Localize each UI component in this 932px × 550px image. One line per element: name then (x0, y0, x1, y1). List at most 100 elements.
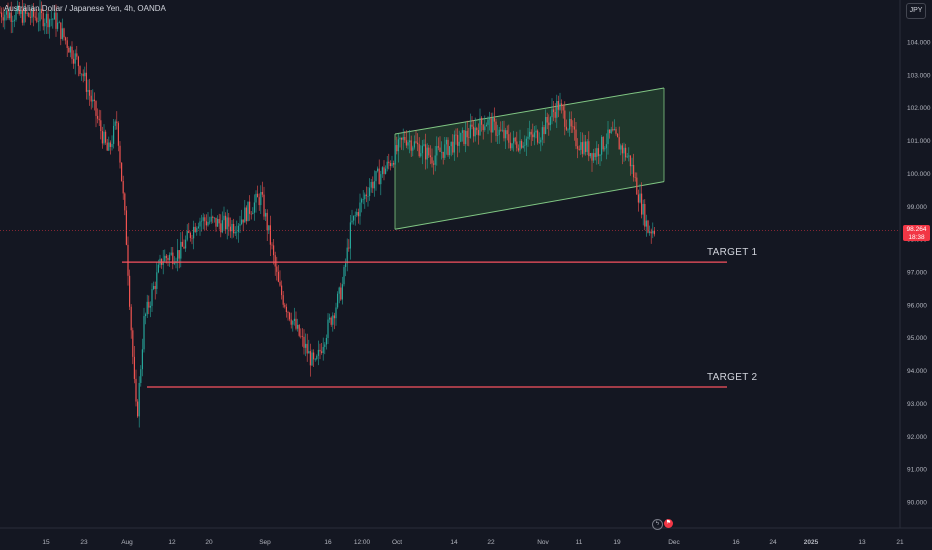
candle-body (221, 220, 223, 233)
candle-body (575, 129, 577, 147)
candle-body (642, 204, 644, 215)
candle-body (511, 143, 513, 149)
target-lines[interactable] (122, 261, 727, 388)
candle-body (333, 315, 335, 319)
candle-body (305, 343, 307, 348)
candle-body (236, 231, 238, 233)
candle-body (423, 144, 425, 146)
candle-body (103, 131, 105, 144)
candle-body (490, 118, 492, 133)
candle-body (429, 155, 431, 158)
symbol-title[interactable]: Australian Dollar / Japanese Yen, 4h, OA… (4, 4, 166, 13)
candle-body (385, 168, 387, 174)
price-tick-label: 104.000 (907, 40, 931, 47)
candle-body (562, 106, 564, 111)
target-1-label[interactable]: TARGET 1 (707, 247, 758, 258)
time-tick-label: 24 (769, 539, 777, 546)
candle-body (5, 10, 7, 15)
candle-body (322, 346, 324, 353)
time-tick-label: Dec (668, 539, 680, 546)
candle-body (529, 131, 531, 137)
candle-body (309, 351, 311, 366)
candle-body (351, 220, 353, 223)
candle-body (417, 142, 419, 145)
candle-body (281, 285, 283, 296)
candle-body (237, 225, 239, 232)
candle-body (626, 156, 628, 158)
price-tick-label: 97.000 (907, 270, 927, 277)
ascending-channel[interactable] (394, 87, 665, 230)
candle-body (55, 12, 57, 29)
candle-body (100, 120, 102, 132)
candle-body (540, 139, 542, 143)
candle-body (98, 118, 100, 121)
candle-body (154, 285, 156, 289)
candle-body (556, 100, 558, 118)
flag-icon[interactable]: ⚑ (664, 519, 673, 528)
candle-body (610, 129, 612, 134)
candle-body (345, 263, 347, 267)
candle-body (196, 228, 198, 232)
candle-body (650, 231, 652, 234)
candles (0, 0, 900, 428)
candle-body (410, 140, 412, 151)
time-tick-label: 12:00 (354, 539, 371, 546)
candle-body (599, 154, 601, 156)
candle-body (202, 217, 204, 221)
candle-body (543, 127, 545, 135)
candle-body (361, 199, 363, 203)
candle-body (394, 145, 396, 165)
candle-body (581, 142, 583, 154)
candle-body (596, 148, 598, 157)
candle-body (533, 132, 535, 138)
candle-body (156, 272, 158, 289)
candle-body (420, 153, 422, 157)
price-tick-label: 99.000 (907, 204, 927, 211)
candle-body (90, 95, 92, 102)
price-tick-label: 93.000 (907, 401, 927, 408)
price-tick-label: 95.000 (907, 335, 927, 342)
candle-body (33, 8, 35, 17)
candle-body (52, 19, 54, 21)
candle-body (132, 330, 134, 357)
candle-body (346, 247, 348, 264)
candle-body (226, 217, 228, 230)
price-axis[interactable]: 104.000 103.000 102.000 101.000 100.000 99.00… (899, 0, 931, 528)
candle-body (431, 157, 433, 164)
candle-body (122, 181, 124, 194)
candle-body (389, 163, 391, 167)
price-tick-label: 102.000 (907, 105, 931, 112)
candle-body (260, 191, 262, 206)
candle-body (300, 335, 302, 337)
candle-body (177, 250, 179, 262)
candle-body (554, 112, 556, 118)
candle-body (357, 212, 359, 217)
candle-body (121, 162, 123, 182)
candle-body (477, 130, 479, 136)
candle-body (565, 126, 567, 130)
candle-body (508, 134, 510, 143)
time-tick-label: 20 (205, 539, 213, 546)
candle-body (191, 237, 193, 239)
candle-body (133, 356, 135, 379)
candle-body (421, 145, 423, 154)
candle-body (81, 73, 83, 75)
currency-badge[interactable]: JPY (906, 3, 926, 19)
candle-body (21, 10, 23, 23)
time-tick-label: 16 (324, 539, 332, 546)
target-2-label[interactable]: TARGET 2 (707, 372, 758, 383)
candle-body (42, 13, 44, 27)
candle-body (639, 193, 641, 203)
price-tick-label: 90.000 (907, 500, 927, 507)
candle-body (41, 8, 43, 14)
candle-body (18, 5, 20, 14)
candle-body (383, 167, 385, 174)
candle-body (524, 145, 526, 146)
time-axis[interactable]: 15 23 Aug 12 20 Sep 16 12:00 Oct 14 22 Nov 11 19 Dec 16… (0, 527, 932, 546)
candle-body (436, 146, 438, 156)
candle-body (229, 226, 231, 232)
candle-body (493, 117, 495, 122)
candle-body (492, 117, 494, 133)
lightning-icon[interactable]: ϟ (652, 519, 663, 530)
